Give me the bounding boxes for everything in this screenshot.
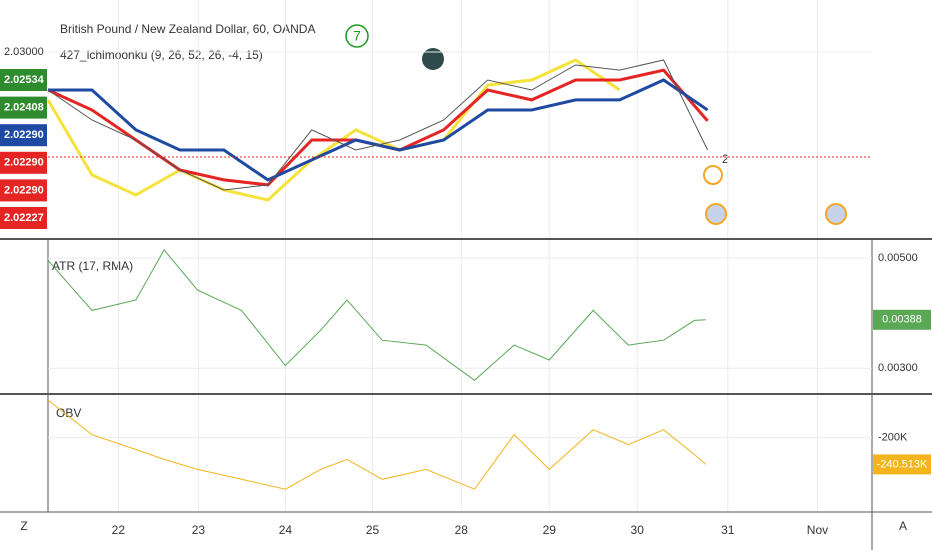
event-badge[interactable] — [345, 24, 369, 48]
x-tick-label: 22 — [112, 523, 126, 537]
x-tick-label: Nov — [807, 523, 828, 537]
price-label: 2.02290 — [4, 157, 44, 169]
x-tick-label: 24 — [279, 523, 293, 537]
series-line — [47, 59, 709, 191]
x-tick-label: 28 — [455, 523, 469, 537]
toolbar-button[interactable]: A — [899, 519, 907, 533]
price-label: 2.02290 — [4, 184, 44, 196]
price-label-box — [0, 207, 47, 229]
last-value-label: 0.00388 — [882, 314, 922, 326]
toolbar-button[interactable]: Z — [20, 519, 27, 533]
x-tick-label: 31 — [721, 523, 735, 537]
series-line — [47, 249, 706, 381]
x-tick-label: 29 — [543, 523, 557, 537]
chart-title: British Pound / New Zealand Dollar, 60, … — [60, 22, 315, 36]
series-line — [46, 58, 621, 202]
event-marker[interactable] — [422, 48, 444, 70]
price-label-box — [0, 151, 47, 174]
indicator-label: OBV — [56, 406, 81, 420]
y-tick-label: 0.00500 — [878, 252, 918, 264]
price-label: 2.02290 — [4, 129, 44, 141]
y-tick-label: -200K — [878, 432, 908, 444]
indicator-label: ATR (17, RMA) — [52, 259, 133, 273]
x-tick-label: 25 — [366, 523, 380, 537]
event-icon[interactable] — [705, 203, 727, 225]
event-badge-label: 7 — [353, 28, 361, 44]
last-value-label: -240.513K — [877, 458, 928, 470]
y-tick-label: 0.00300 — [878, 362, 918, 374]
event-icon[interactable] — [825, 203, 847, 225]
x-tick-label: 30 — [631, 523, 645, 537]
last-value-box — [873, 454, 931, 475]
indicator-label: 427_ichimoonku (9, 26, 52, 26, -4, 15) — [60, 48, 263, 62]
y-tick-label: 2.03000 — [4, 46, 44, 58]
series-line — [47, 399, 707, 490]
price-label-box — [0, 124, 47, 147]
x-tick-label: 23 — [192, 523, 206, 537]
event-count: 2 — [722, 152, 729, 166]
price-label-box — [0, 69, 47, 91]
event-icon[interactable] — [703, 165, 723, 185]
price-label-box — [0, 96, 47, 119]
price-label: 2.02408 — [4, 102, 44, 114]
price-label: 2.02227 — [4, 212, 44, 224]
last-value-box — [873, 309, 931, 330]
price-label: 2.02534 — [4, 74, 45, 86]
price-label-box — [0, 179, 47, 202]
